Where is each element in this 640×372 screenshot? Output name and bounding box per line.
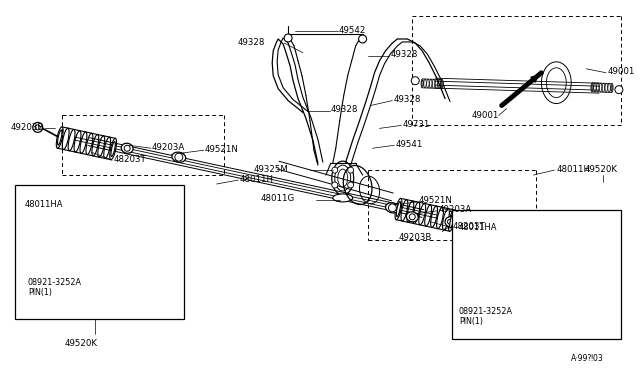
Text: 08921-3252A: 08921-3252A bbox=[28, 278, 82, 287]
Ellipse shape bbox=[121, 143, 133, 153]
Text: 49001: 49001 bbox=[608, 67, 636, 76]
Circle shape bbox=[358, 35, 367, 43]
Circle shape bbox=[410, 214, 415, 220]
Ellipse shape bbox=[111, 240, 122, 250]
Text: 49521N: 49521N bbox=[205, 145, 239, 154]
Text: 49203A: 49203A bbox=[152, 143, 185, 152]
Ellipse shape bbox=[406, 212, 418, 222]
Ellipse shape bbox=[58, 130, 62, 145]
Text: 49203A: 49203A bbox=[438, 205, 471, 214]
Ellipse shape bbox=[611, 85, 612, 91]
Text: 49203B: 49203B bbox=[10, 123, 44, 132]
Text: 49328: 49328 bbox=[238, 38, 265, 48]
Text: 49731: 49731 bbox=[403, 120, 429, 129]
Circle shape bbox=[348, 167, 354, 173]
Ellipse shape bbox=[396, 202, 401, 217]
Circle shape bbox=[388, 204, 396, 212]
Ellipse shape bbox=[422, 80, 423, 87]
Circle shape bbox=[332, 167, 338, 173]
Text: 08921-3252A: 08921-3252A bbox=[459, 307, 513, 316]
Circle shape bbox=[447, 219, 452, 224]
Text: 49520K: 49520K bbox=[65, 340, 97, 349]
Text: 48011HA: 48011HA bbox=[25, 201, 63, 209]
Ellipse shape bbox=[450, 213, 454, 228]
Text: 49203B: 49203B bbox=[399, 233, 432, 242]
Text: 49001: 49001 bbox=[472, 111, 499, 120]
Ellipse shape bbox=[111, 141, 115, 157]
Circle shape bbox=[175, 153, 183, 161]
Circle shape bbox=[412, 77, 419, 85]
Text: 48011HA: 48011HA bbox=[459, 223, 497, 232]
Circle shape bbox=[33, 122, 43, 132]
Text: 48011G: 48011G bbox=[260, 195, 295, 203]
Text: 49328: 49328 bbox=[390, 50, 418, 60]
Text: PIN(1): PIN(1) bbox=[28, 288, 52, 297]
Text: 49325M: 49325M bbox=[253, 165, 288, 174]
Text: 49328: 49328 bbox=[331, 105, 358, 114]
Text: 48011H: 48011H bbox=[239, 174, 273, 183]
Text: 49541: 49541 bbox=[396, 140, 423, 149]
Ellipse shape bbox=[333, 194, 353, 202]
Text: 49520K: 49520K bbox=[584, 165, 617, 174]
Ellipse shape bbox=[442, 81, 443, 87]
Ellipse shape bbox=[172, 152, 186, 162]
Ellipse shape bbox=[534, 267, 545, 277]
Bar bbox=[15, 185, 184, 319]
Text: 49542: 49542 bbox=[339, 26, 366, 35]
Text: 49521N: 49521N bbox=[418, 196, 452, 205]
Text: 49328: 49328 bbox=[394, 95, 420, 104]
Circle shape bbox=[332, 182, 338, 188]
Ellipse shape bbox=[385, 203, 399, 213]
Text: A·99⁈03: A·99⁈03 bbox=[572, 355, 604, 363]
Circle shape bbox=[348, 182, 354, 188]
Circle shape bbox=[124, 145, 130, 151]
Circle shape bbox=[35, 125, 40, 130]
Text: 48203T: 48203T bbox=[113, 155, 146, 164]
Circle shape bbox=[284, 34, 292, 42]
Circle shape bbox=[445, 217, 455, 227]
Text: 48203T: 48203T bbox=[453, 222, 486, 231]
Ellipse shape bbox=[591, 84, 593, 90]
Text: PIN(1): PIN(1) bbox=[459, 317, 483, 326]
Bar bbox=[452, 210, 621, 339]
Text: 48011H: 48011H bbox=[556, 165, 590, 174]
Circle shape bbox=[615, 86, 623, 94]
